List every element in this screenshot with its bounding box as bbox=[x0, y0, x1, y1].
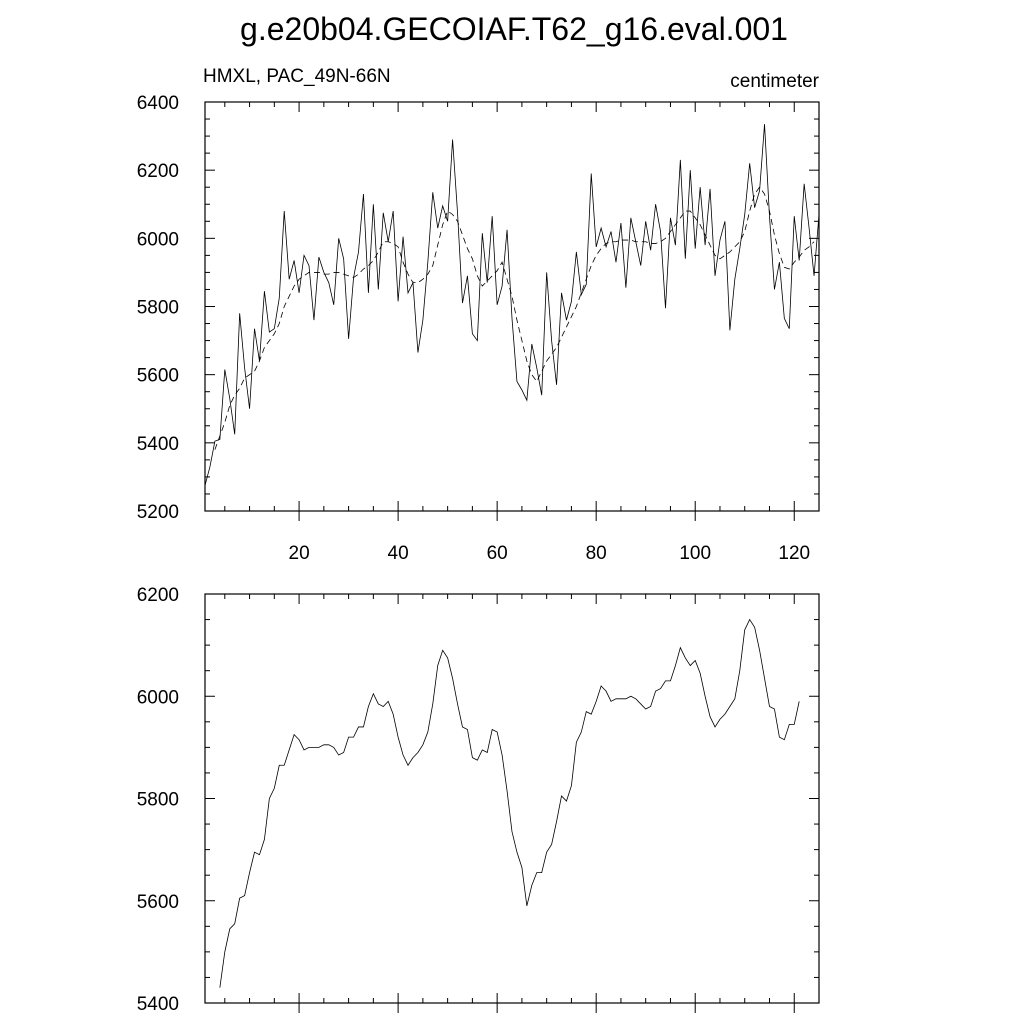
y-tick-label: 5600 bbox=[137, 366, 179, 387]
top-panel-variable-label: HMXL, PAC_49N-66N bbox=[203, 66, 391, 87]
y-tick-label: 5800 bbox=[137, 790, 179, 811]
y-tick-label: 5400 bbox=[137, 994, 179, 1015]
plot-frame bbox=[204, 593, 820, 1004]
x-tick-label: 80 bbox=[586, 543, 607, 564]
smoothed-series-line bbox=[214, 186, 815, 450]
bottom-line-panel: 5400 5600 5800 6000 6200 bbox=[137, 585, 820, 1015]
x-tick-label: 40 bbox=[388, 543, 409, 564]
x-tick-label: 60 bbox=[487, 543, 508, 564]
y-tick-label: 5800 bbox=[137, 298, 179, 319]
top-line-panel: 5200 5400 5600 5800 6000 6200 6400 20 40 60 80 100 1… bbox=[137, 93, 820, 564]
y-tick-label: 5600 bbox=[137, 892, 179, 913]
y-tick-label: 5200 bbox=[137, 502, 179, 523]
y-tick-label: 5400 bbox=[137, 434, 179, 455]
top-panel-units-label: centimeter bbox=[730, 71, 819, 92]
x-tick-label: 100 bbox=[679, 543, 711, 564]
y-tick-label: 6000 bbox=[137, 687, 179, 708]
y-tick-label: 6400 bbox=[137, 93, 179, 114]
y-tick-label: 6200 bbox=[137, 585, 179, 606]
y-tick-label: 6200 bbox=[137, 161, 179, 182]
chart-title: g.e20b04.GECOIAF.T62_g16.eval.001 bbox=[240, 11, 788, 47]
x-tick-label: 20 bbox=[289, 543, 310, 564]
series-line bbox=[219, 618, 800, 988]
x-tick-label: 120 bbox=[778, 543, 810, 564]
plot-frame bbox=[204, 101, 820, 512]
series-line bbox=[204, 124, 820, 486]
y-tick-label: 6000 bbox=[137, 229, 179, 250]
